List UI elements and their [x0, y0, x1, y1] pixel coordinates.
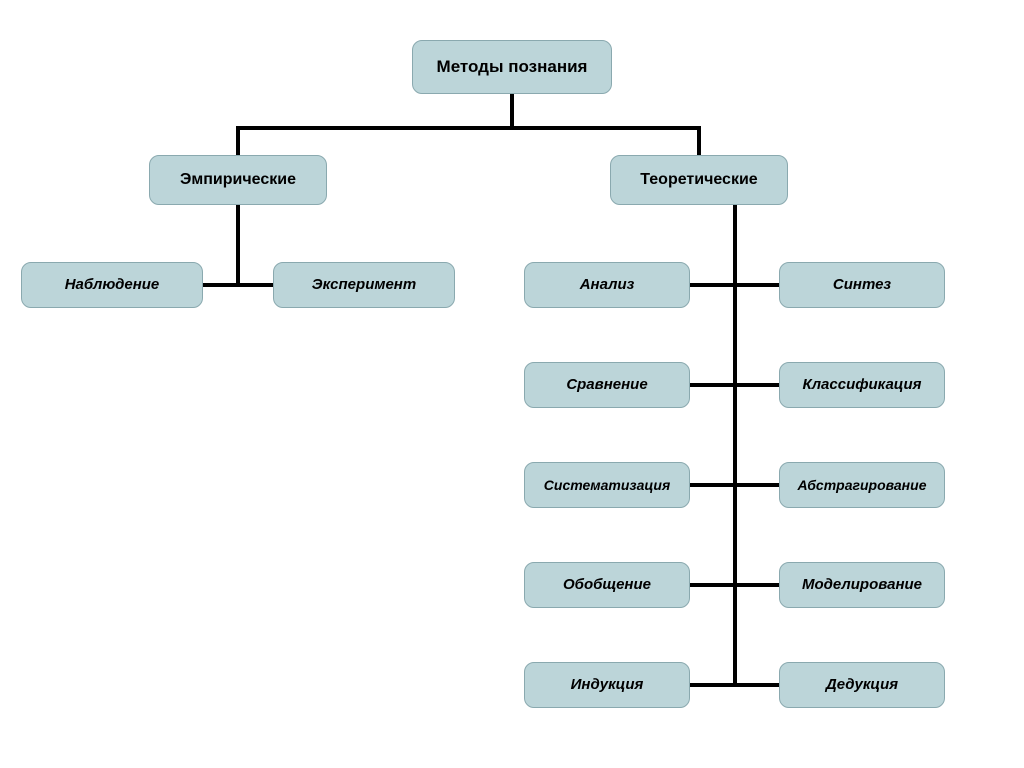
node-label: Синтез	[833, 276, 891, 293]
edge-root-theoretical	[512, 94, 699, 155]
node-label: Систематизация	[544, 477, 670, 493]
node-systematization: Систематизация	[524, 462, 690, 508]
node-modeling: Моделирование	[779, 562, 945, 608]
node-label: Методы познания	[437, 57, 588, 77]
node-label: Индукция	[571, 676, 644, 693]
node-label: Эмпирические	[180, 171, 296, 189]
node-observation: Наблюдение	[21, 262, 203, 308]
node-label: Дедукция	[826, 676, 898, 693]
node-label: Классификация	[803, 376, 922, 393]
node-induction: Индукция	[524, 662, 690, 708]
node-generalization: Обобщение	[524, 562, 690, 608]
node-label: Теоретические	[640, 171, 757, 189]
node-comparison: Сравнение	[524, 362, 690, 408]
node-root: Методы познания	[412, 40, 612, 94]
node-experiment: Эксперимент	[273, 262, 455, 308]
node-theoretical: Теоретические	[610, 155, 788, 205]
node-label: Анализ	[580, 276, 635, 293]
node-label: Сравнение	[566, 376, 647, 393]
node-label: Наблюдение	[65, 276, 160, 293]
edge-empirical-experiment	[238, 205, 273, 285]
edge-empirical-observation	[203, 205, 238, 285]
diagram-canvas: Методы познания Эмпирические Теоретические…	[0, 0, 1024, 768]
edge-root-empirical	[238, 94, 512, 155]
node-label: Моделирование	[802, 576, 922, 593]
node-abstraction: Абстрагирование	[779, 462, 945, 508]
node-label: Эксперимент	[312, 276, 416, 293]
node-label: Обобщение	[563, 576, 651, 593]
node-synthesis: Синтез	[779, 262, 945, 308]
node-analysis: Анализ	[524, 262, 690, 308]
node-label: Абстрагирование	[798, 477, 927, 493]
node-classification: Классификация	[779, 362, 945, 408]
node-deduction: Дедукция	[779, 662, 945, 708]
node-empirical: Эмпирические	[149, 155, 327, 205]
